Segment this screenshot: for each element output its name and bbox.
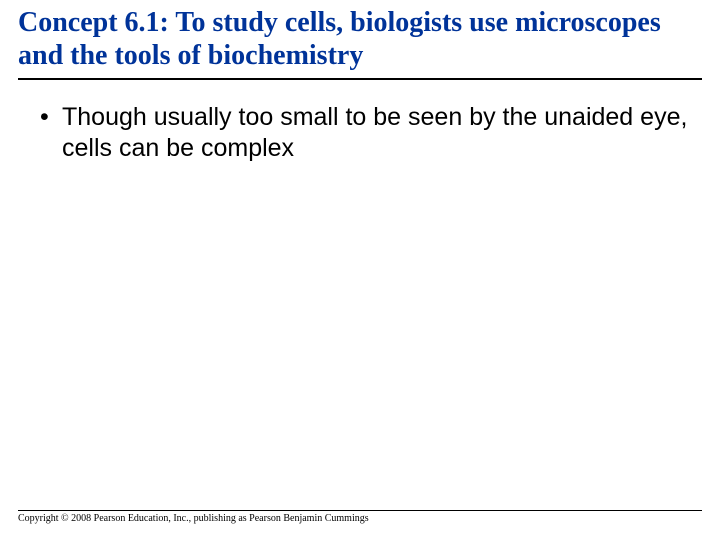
slide: Concept 6.1: To study cells, biologists … — [0, 0, 720, 540]
slide-footer: Copyright © 2008 Pearson Education, Inc.… — [18, 510, 702, 524]
copyright-text: Copyright © 2008 Pearson Education, Inc.… — [18, 513, 702, 524]
bullet-text: Though usually too small to be seen by t… — [62, 103, 687, 162]
footer-rule — [18, 510, 702, 511]
title-block: Concept 6.1: To study cells, biologists … — [0, 0, 720, 72]
slide-title: Concept 6.1: To study cells, biologists … — [18, 6, 702, 72]
bullet-dot-icon: • — [40, 102, 49, 133]
bullet-item: • Though usually too small to be seen by… — [40, 102, 688, 163]
slide-body: • Though usually too small to be seen by… — [0, 80, 720, 163]
